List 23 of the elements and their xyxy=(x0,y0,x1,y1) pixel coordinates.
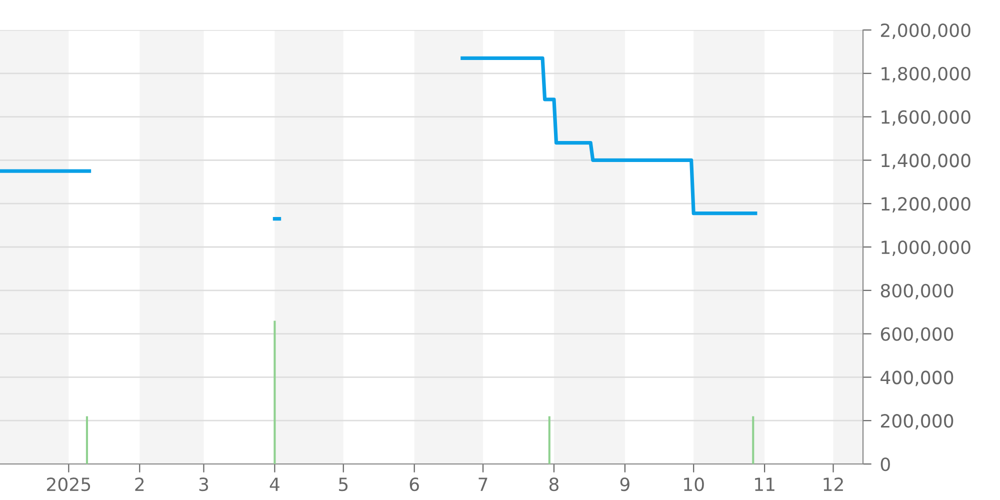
x-tick-label: 3 xyxy=(199,478,208,492)
x-tick-label: 2 xyxy=(135,478,144,491)
x-tick-label: 10 xyxy=(684,478,704,492)
x-tick-label: 8 xyxy=(549,478,558,492)
y-tick-label: 600,000 xyxy=(880,327,954,343)
x-tick-label: 4 xyxy=(270,478,280,491)
x-tick-label: 12 xyxy=(824,478,843,491)
y-tick-label: 400,000 xyxy=(880,370,954,386)
x-tick-label: 7 xyxy=(478,478,488,491)
y-tick-label: 1,200,000 xyxy=(882,197,970,213)
y-tick-label: 1,600,000 xyxy=(882,110,970,126)
x-tick-label: 6 xyxy=(410,478,419,492)
y-tick-label: 200,000 xyxy=(880,414,954,430)
y-tick-label: 1,400,000 xyxy=(882,154,970,170)
y-tick-label: 2,000,000 xyxy=(880,23,970,39)
y-tick-label: 0 xyxy=(880,457,890,472)
x-tick-label: 11 xyxy=(755,478,774,491)
x-tick-label: 2025 xyxy=(47,478,90,492)
x-tick-label: 9 xyxy=(620,478,630,492)
x-tick-label: 5 xyxy=(339,478,348,492)
y-tick-label: 1,800,000 xyxy=(882,66,970,82)
y-tick-label: 800,000 xyxy=(880,284,954,300)
y-tick-label: 1,000,000 xyxy=(882,240,970,256)
